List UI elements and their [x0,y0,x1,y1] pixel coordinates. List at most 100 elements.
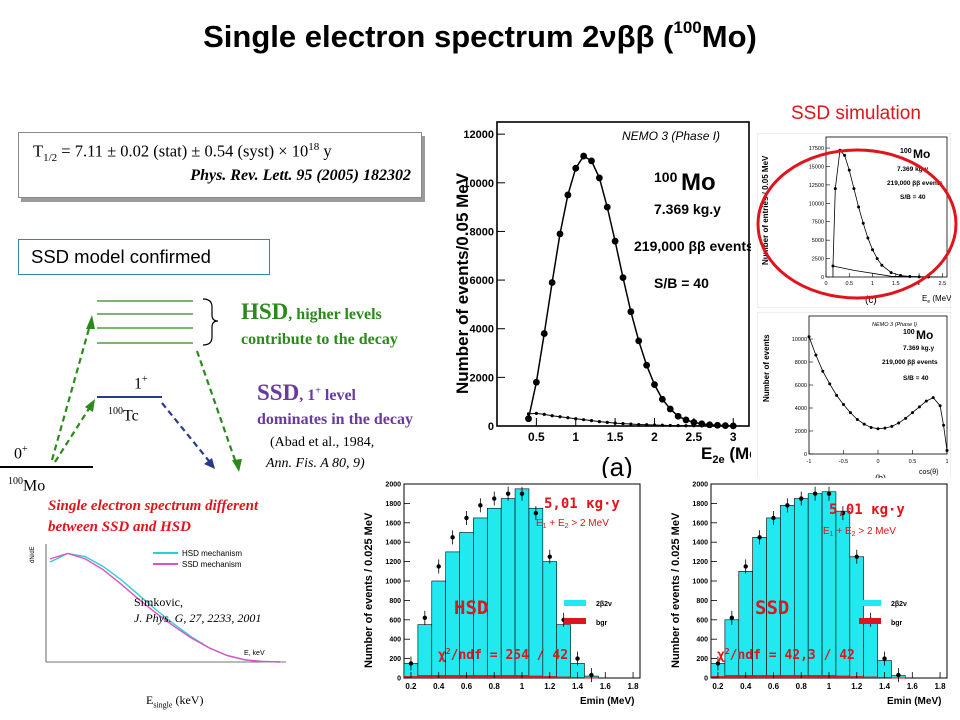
nemo-a-background-point [708,424,712,428]
nemo-b-data-point [848,411,852,415]
nemo-a-background-point [715,424,720,428]
tc-label: 100Tc [108,406,139,425]
theory-legend-hsd: HSD mechanism [182,549,242,558]
nemo-b-data-point [842,403,845,407]
hsd_fit-ytick-label: 1200 [385,559,401,566]
hsd_fit-xtick-label: 1.8 [627,682,639,691]
halflife-box: T1/2 = 7.11 ± 0.02 (stat) ± 0.54 (syst) … [18,132,422,198]
simkovic-citation-line1: Simkovic, [134,595,184,609]
hsd_fit-data-point [408,661,414,666]
nemo-a-background-point [534,411,538,415]
ssd-simulation-circle [756,148,958,300]
nemo-c-ytick-label: 15000 [809,164,824,170]
nemo-a-data-point [572,164,580,172]
nemo-b-exposure: 7.369 kg.y [903,345,934,352]
nemo-b-data-point [897,421,901,425]
hsd_fit-ytick-label: 2000 [385,482,401,489]
ssd_fit-data-point [882,656,887,661]
nemo-b-data-point [862,422,866,426]
hsd_fit-data-point [422,615,428,621]
nemo-a-isotope: Mo [681,169,716,196]
hsd_fit-bgr-bar [473,675,488,678]
ssd_fit-bgr-bar [724,675,739,678]
ssd_fit-xtick-label: 1.6 [907,682,919,691]
nemo-a-xtick-label: 0.5 [528,430,545,444]
nemo-a-xtick-label: 2 [651,430,658,444]
nemo-a-background-point [597,420,601,424]
mo-label: 100Mo [8,476,46,495]
ssd_fit-ytick-label: 200 [696,656,708,663]
nemo-c-ytick-label: 12500 [809,183,824,189]
nemo-b-bg [757,312,951,484]
ssd-simulation-label: SSD simulation [791,103,921,124]
hsd-description: HSD, higher levels [241,299,382,324]
nemo-b-sb: S/B = 40 [903,375,929,382]
theory-xaxis-label: E, keV [244,650,265,657]
ssd-fit-legend-bgr-swatch [859,618,881,624]
nemo-a-data-point [666,405,674,413]
ssd-arrow-down-head [204,458,215,469]
ssd_fit-data-point [840,510,846,516]
nemo-c-ytick-label: 0 [821,275,824,281]
nemo-b-data-point [924,399,928,403]
nemo-a-data-point [643,361,651,369]
ssd_fit-data-point [799,496,804,501]
hsd-fit-cut: E1 + E2 > 2 MeV [536,518,609,530]
hsd_fit-bgr-bar [417,675,432,678]
hsd_fit-ytick-label: 1400 [385,540,401,547]
hsd_fit-ytick-label: 600 [389,617,401,624]
nemo-a-isotope-sup: 100 [654,169,678,185]
ssd_fit-data-point [729,615,735,621]
simkovic-citation-line2: J. Phys. G, 27, 2233, 2001 [134,611,262,625]
theory-ylabel: dN/dE [30,546,36,563]
ssd-fit-plot: 0 200 400 600 800 1000 1200 1400 1600 1800 2000 0.2… [665,478,955,718]
angular-distribution-plot: 0 2000 4000 6000 8000 10000 -1 -0.5 0 0.5 1 NEMO 3… [757,312,951,484]
nemo-a-background-point [637,422,641,427]
ssd_fit-data-point [757,535,762,540]
ssd_fit-xtick-label: 0.6 [768,682,780,691]
nemo-a-background-point [582,418,586,422]
nemo-a-background-point [542,412,546,416]
nemo-c-xtick-label: 1 [871,281,874,287]
ssd_fit-ytick-label: 800 [696,598,708,605]
nemo-a-data-point [611,237,619,245]
abad-reference-line2: Ann. Fis. A 80, 9) [266,456,365,471]
nemo-a-background-point [558,415,562,419]
ssd_fit-xtick-label: 1 [827,682,832,691]
hsd-fit-legend-2b2v-swatch [564,600,586,606]
nemo-a-data-point [540,330,548,337]
ssd-fit-legend-2b2v: 2β2ν [891,601,907,608]
nemo-a-frame [496,121,750,427]
ssd_fit-xtick-label: 0.2 [712,682,724,691]
ssd-arrow-down [161,402,210,462]
nemo-c-ylabel: Number of entries / 0.05 MeV [761,155,770,265]
nemo-c-data-point [880,263,884,267]
ssd_fit-ytick-label: 1000 [692,579,708,586]
ssd_fit-bgr-bar [863,676,878,678]
nemo-a-xtick-label: 1.5 [607,430,624,444]
hsd_fit-mc-bar [417,624,433,679]
nemo-a-background-point [605,420,609,424]
ssd_fit-xtick-label: 0.8 [796,682,808,691]
nemo-c-background-curve [832,265,943,278]
nemo-a-data-point [548,279,556,286]
ssd_fit-bgr-bar [808,675,823,678]
nemo-a-data-point [564,191,572,199]
nemo-b-xtick-label: -1 [807,459,812,465]
nemo-b-data-point [876,427,880,431]
ssd-fit-legend-2b2v-swatch [859,600,881,606]
nemo-b-data-point [869,426,873,430]
nemo-c-xtick-label: 0.5 [845,281,853,287]
hsd_fit-bgr-bar [501,675,516,678]
nemo-c-ytick-label: 2500 [812,257,824,263]
nemo-b-xtick-label: 0 [876,459,879,465]
hsd-arrow-up-head [86,315,95,329]
ssd-fit-exposure: 5,01 кg·y [829,502,905,518]
nemo-a-background-point [684,424,688,428]
hsd_fit-ytick-label: 1000 [385,579,401,586]
nemo-c-data-point [843,153,847,157]
different-note: Single electron spectrum different betwe… [48,496,258,538]
nemo-c-data-point [852,187,856,191]
ssd_fit-data-point [785,503,790,508]
nemo-c-events: 219,000 ββ events [887,180,943,187]
